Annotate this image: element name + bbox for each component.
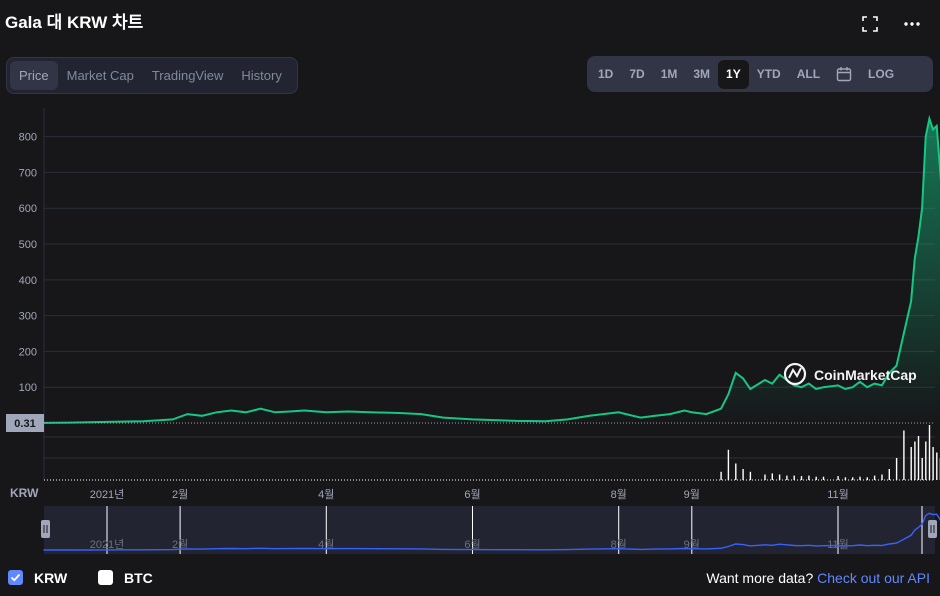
range-3m[interactable]: 3M: [693, 66, 711, 81]
current-price-badge: [6, 414, 44, 432]
range-1y[interactable]: 1Y: [718, 59, 749, 89]
navigator-tick-label: 2021년: [90, 538, 125, 551]
volume-bar: [921, 458, 923, 480]
volume-bar: [793, 475, 795, 480]
range-7d[interactable]: 7D: [629, 66, 645, 81]
navigator-tick-label: 9월: [684, 538, 700, 551]
range-ytd[interactable]: YTD: [756, 66, 781, 81]
y-tick-label: 700: [19, 167, 37, 179]
y-tick-label: 600: [19, 203, 37, 215]
price-area: [43, 118, 940, 423]
krw-checkbox[interactable]: [8, 570, 23, 585]
volume-bar: [917, 436, 920, 480]
navigator-tick-label: 8월: [611, 538, 627, 551]
volume-bar: [808, 475, 810, 480]
volume-bar: [844, 477, 847, 481]
fullscreen-icon[interactable]: [860, 14, 880, 34]
current-price-label: 0.31: [14, 418, 35, 430]
more-data-prompt: Want more data?: [706, 570, 814, 586]
x-tick-label: 9월: [684, 488, 700, 501]
x-tick-label: 4월: [318, 488, 334, 501]
volume-bar: [895, 458, 898, 480]
volume-bar: [881, 474, 883, 480]
volume-bar: [735, 463, 737, 480]
calendar-icon[interactable]: [828, 60, 860, 89]
volume-bar: [932, 447, 934, 480]
currency-axis-label: KRW: [10, 486, 39, 500]
price-chart[interactable]: 100 200 300 400 500 600 700 800 0.31 CoinMarket…: [0, 0, 940, 560]
price-line: [43, 114, 940, 424]
x-tick-label: 11월: [827, 488, 849, 501]
volume-bar: [928, 425, 931, 480]
volume-bar: [925, 441, 927, 480]
log-toggle[interactable]: LOG: [868, 66, 895, 81]
volume-bar: [764, 474, 766, 480]
chart-type-tabs: Price Market Cap TradingView History: [6, 57, 298, 94]
x-tick-label: 2021년: [90, 488, 125, 501]
krw-label: KRW: [34, 570, 68, 586]
api-link[interactable]: Check out our API: [817, 570, 930, 586]
navigator-right-handle[interactable]: [928, 520, 937, 538]
navigator-left-handle[interactable]: [41, 520, 50, 538]
volume-bar: [866, 477, 868, 481]
volume-bar: [910, 447, 912, 480]
navigator-tick-label: 4월: [318, 538, 334, 551]
navigator-tick-label: 11월: [827, 538, 849, 551]
volume-bar: [749, 471, 752, 481]
tab-market-cap[interactable]: Market Cap: [66, 68, 134, 83]
volume-bar: [786, 475, 788, 480]
y-tick-label: 300: [19, 311, 37, 323]
volume-bar: [873, 475, 876, 480]
btc-checkbox[interactable]: [98, 570, 113, 585]
y-tick-label: 500: [19, 239, 37, 251]
tab-history[interactable]: History: [241, 68, 282, 83]
check-icon: [10, 573, 21, 582]
navigator-tick-label: 2월: [172, 538, 188, 551]
volume-bar: [778, 474, 781, 480]
btc-label: BTC: [124, 570, 153, 586]
time-range-selector: 1D 7D 1M 3M 1Y YTD ALL LOG: [587, 56, 933, 92]
navigator-tick-label: 6월: [464, 538, 480, 551]
more-data-text: Want more data? Check out our API: [706, 570, 930, 586]
volume-bar: [859, 476, 861, 480]
range-all[interactable]: ALL: [796, 66, 821, 81]
range-1d[interactable]: 1D: [598, 66, 614, 81]
volume-bar: [771, 473, 773, 480]
navigator-bg: [44, 506, 935, 554]
range-1m[interactable]: 1M: [660, 66, 678, 81]
x-tick-label: 6월: [464, 488, 480, 501]
volume-bar: [837, 476, 839, 480]
x-tick-label: 2월: [172, 488, 188, 501]
volume-bar: [936, 452, 938, 480]
volume-bar: [815, 476, 817, 480]
volume-bar: [914, 441, 916, 480]
coinmarketcap-logo: CoinMarketCap: [783, 362, 917, 386]
navigator-line: [43, 512, 940, 551]
navigator[interactable]: 2021년 2월 4월 6월 8월 9월 11월: [41, 506, 940, 554]
page-title: Gala 대 KRW 차트: [5, 13, 144, 32]
volume-bar: [822, 476, 825, 480]
volume-bar: [720, 471, 722, 481]
volume-bar: [888, 469, 890, 480]
more-icon[interactable]: [902, 14, 922, 34]
volume-bar: [742, 469, 744, 480]
y-tick-label: 100: [19, 382, 37, 394]
tab-tradingview[interactable]: TradingView: [151, 68, 224, 83]
watermark: CoinMarketCap: [814, 367, 917, 383]
volume-bar: [800, 476, 803, 480]
y-tick-label: 800: [19, 132, 37, 144]
x-tick-label: 8월: [611, 488, 627, 501]
volume-bar: [852, 477, 854, 481]
volume-bar: [903, 430, 905, 480]
y-tick-label: 400: [19, 275, 37, 287]
tab-price[interactable]: Price: [10, 61, 58, 90]
y-tick-label: 200: [19, 346, 37, 358]
volume-bar: [727, 449, 730, 481]
